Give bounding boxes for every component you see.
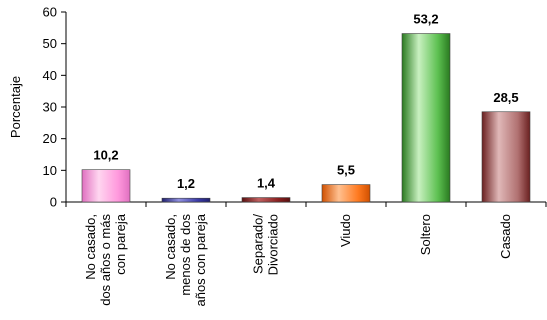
bar: [481, 111, 531, 203]
x-tick-label: Casado: [498, 214, 513, 259]
x-tick-label-line: Divorciado: [266, 214, 281, 275]
data-label: 1,4: [257, 176, 276, 191]
x-tick-label-line: No casado,: [163, 214, 178, 280]
x-tick-label: Viudo: [338, 214, 353, 247]
bar: [241, 197, 291, 203]
x-tick-label: No casado, dos años o más con pareja: [83, 213, 128, 306]
labels: 10,2No casado, dos años o más con pareja1,…: [83, 12, 519, 307]
x-tick-label-line: Casado: [498, 214, 513, 259]
y-axis-label: Porcentaje: [8, 76, 23, 138]
data-label: 5,5: [337, 163, 355, 178]
data-label: 53,2: [413, 12, 438, 27]
bar: [321, 184, 371, 203]
y-tick-label: 10: [43, 163, 57, 178]
y-tick-label: 0: [50, 195, 57, 210]
y-tick-label: 30: [43, 100, 57, 115]
data-label: 10,2: [93, 148, 118, 163]
x-tick-label: No casado, menos de dos años con pareja: [163, 213, 208, 306]
y-tick-label: 60: [43, 5, 57, 20]
x-tick-label-line: menos de dos: [178, 214, 193, 296]
x-tick-label-line: Viudo: [338, 214, 353, 247]
bars: [81, 33, 531, 203]
x-tick-label: Soltero: [418, 214, 433, 255]
y-tick-label: 40: [43, 68, 57, 83]
x-tick-label-line: Soltero: [418, 214, 433, 255]
y-tick-label: 20: [43, 131, 57, 146]
y-tick-label: 50: [43, 36, 57, 51]
x-tick-label-line: No casado,: [83, 214, 98, 280]
x-tick-label-line: Separado/: [251, 214, 266, 274]
data-label: 1,2: [177, 176, 195, 191]
bar: [401, 33, 451, 203]
bar: [161, 197, 211, 203]
x-tick-label: Separado/Divorciado: [251, 214, 281, 276]
bar: [81, 169, 131, 203]
x-tick-label-line: años con pareja: [193, 213, 208, 306]
data-label: 28,5: [493, 90, 518, 105]
x-tick-label-line: con pareja: [113, 213, 128, 274]
axes: 0 10 20 30 40 50 60: [43, 5, 547, 210]
x-tick-label-line: dos años o más: [98, 214, 113, 306]
